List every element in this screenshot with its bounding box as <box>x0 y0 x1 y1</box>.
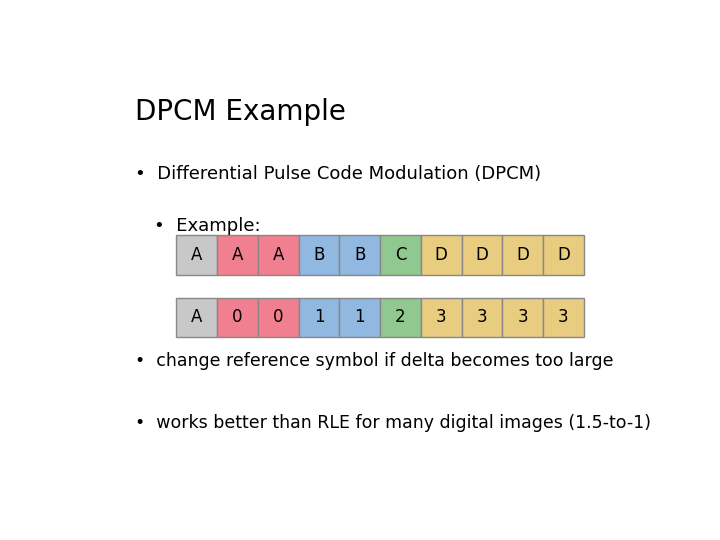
Text: D: D <box>475 246 488 264</box>
FancyBboxPatch shape <box>258 235 299 275</box>
Text: A: A <box>273 246 284 264</box>
Text: •  change reference symbol if delta becomes too large: • change reference symbol if delta becom… <box>135 352 613 370</box>
Text: 1: 1 <box>354 308 365 326</box>
FancyBboxPatch shape <box>176 235 217 275</box>
Text: D: D <box>435 246 448 264</box>
FancyBboxPatch shape <box>543 298 584 337</box>
Text: 1: 1 <box>314 308 325 326</box>
FancyBboxPatch shape <box>421 298 462 337</box>
FancyBboxPatch shape <box>380 235 421 275</box>
Text: 0: 0 <box>233 308 243 326</box>
FancyBboxPatch shape <box>380 298 421 337</box>
FancyBboxPatch shape <box>339 298 380 337</box>
Text: 0: 0 <box>273 308 284 326</box>
Text: C: C <box>395 246 406 264</box>
FancyBboxPatch shape <box>462 235 503 275</box>
FancyBboxPatch shape <box>258 298 299 337</box>
FancyBboxPatch shape <box>543 235 584 275</box>
Text: D: D <box>516 246 529 264</box>
Text: B: B <box>354 246 366 264</box>
Text: A: A <box>232 246 243 264</box>
FancyBboxPatch shape <box>503 235 543 275</box>
Text: 3: 3 <box>518 308 528 326</box>
Text: 3: 3 <box>558 308 569 326</box>
FancyBboxPatch shape <box>176 298 217 337</box>
FancyBboxPatch shape <box>299 298 339 337</box>
Text: •  works better than RLE for many digital images (1.5-to-1): • works better than RLE for many digital… <box>135 414 651 432</box>
Text: A: A <box>192 246 202 264</box>
FancyBboxPatch shape <box>217 298 258 337</box>
Text: 3: 3 <box>477 308 487 326</box>
FancyBboxPatch shape <box>339 235 380 275</box>
Text: A: A <box>192 308 202 326</box>
FancyBboxPatch shape <box>503 298 543 337</box>
Text: B: B <box>313 246 325 264</box>
Text: 3: 3 <box>436 308 446 326</box>
FancyBboxPatch shape <box>217 235 258 275</box>
Text: •  Example:: • Example: <box>154 217 261 234</box>
Text: DPCM Example: DPCM Example <box>135 98 346 126</box>
FancyBboxPatch shape <box>299 235 339 275</box>
FancyBboxPatch shape <box>462 298 503 337</box>
Text: 2: 2 <box>395 308 406 326</box>
Text: •  Differential Pulse Code Modulation (DPCM): • Differential Pulse Code Modulation (DP… <box>135 165 541 183</box>
FancyBboxPatch shape <box>421 235 462 275</box>
Text: D: D <box>557 246 570 264</box>
